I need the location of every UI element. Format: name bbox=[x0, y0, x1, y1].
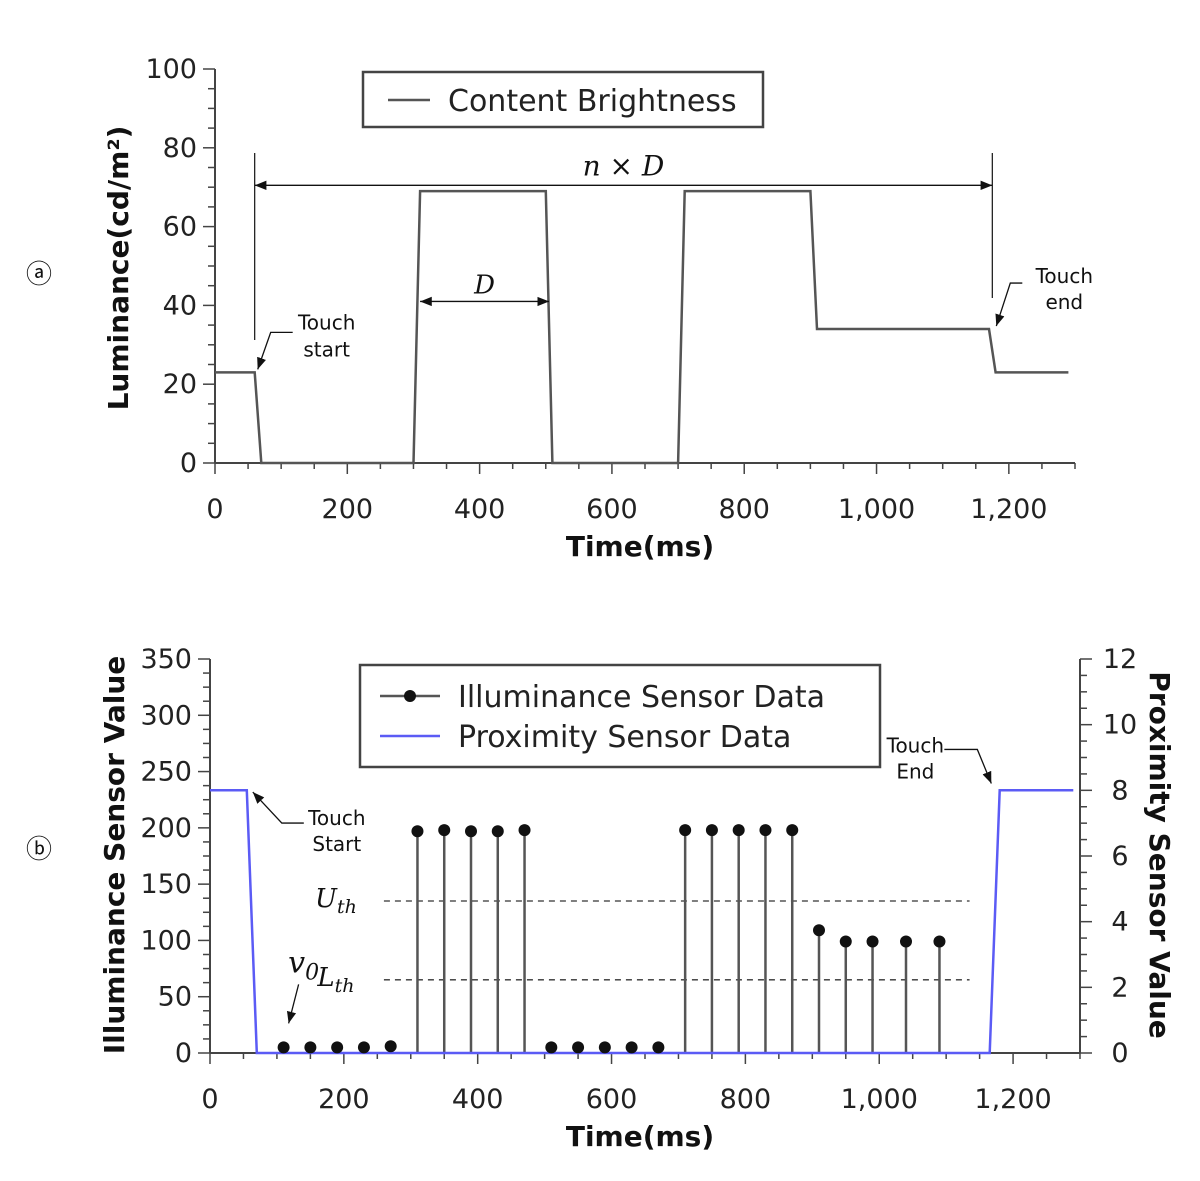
x-tick-label-a: 600 bbox=[586, 494, 638, 525]
legend-marker-illuminance bbox=[404, 690, 416, 702]
x-tick-label-a: 1,000 bbox=[838, 494, 915, 525]
y-tick-label-b: 100 bbox=[140, 925, 192, 956]
v0-label: v0 bbox=[288, 945, 319, 985]
y2-tick-label-b: 0 bbox=[1111, 1038, 1128, 1069]
y-axis-label-b: Illuminance Sensor Value bbox=[98, 656, 131, 1055]
touch-start-label-b-line1: Touch bbox=[307, 806, 365, 830]
y2-tick-label-b: 8 bbox=[1111, 775, 1128, 806]
x-tick-label-b: 200 bbox=[318, 1084, 370, 1115]
touch-end-arrow-a bbox=[995, 282, 1023, 327]
touch-start-label-a-line1: Touch bbox=[297, 310, 355, 334]
series-line-proximity bbox=[210, 789, 1074, 1055]
stem-marker bbox=[277, 1041, 290, 1054]
v0-arrow bbox=[286, 984, 300, 1024]
stem-marker bbox=[411, 825, 424, 838]
stem-marker bbox=[357, 1041, 370, 1054]
stem-marker bbox=[839, 935, 852, 948]
y-axis-label-a: Luminance(cd/m²) bbox=[102, 126, 135, 411]
panel-a: ⓐ 0 20 40 60 80 100 0 200 400 600 800 1,000 1,200 n … bbox=[26, 54, 1093, 563]
touch-end-arrow-b bbox=[944, 748, 992, 784]
legend-entry-illuminance: Illuminance Sensor Data bbox=[458, 680, 825, 715]
stem-marker bbox=[572, 1041, 585, 1054]
touch-start-label-b-line2: Start bbox=[312, 832, 361, 856]
panel-b: ⓑ 0 50 100 150 200 250 300 350 0 2 4 6 8 10 12 0 200 400 6… bbox=[26, 644, 1176, 1153]
span-n-label: n × D bbox=[583, 149, 665, 182]
y2-tick-label-b: 2 bbox=[1111, 972, 1128, 1003]
y-tick-label-b: 300 bbox=[140, 700, 192, 731]
y-tick-label-a: 100 bbox=[145, 54, 197, 85]
y-tick-label-b: 350 bbox=[140, 644, 192, 675]
y-tick-label-a: 0 bbox=[180, 448, 197, 479]
x-tick-label-b: 400 bbox=[452, 1084, 504, 1115]
y-tick-label-a: 80 bbox=[163, 133, 197, 164]
y-tick-label-b: 0 bbox=[175, 1038, 192, 1069]
stem-marker bbox=[652, 1041, 665, 1054]
stem-marker bbox=[933, 935, 946, 948]
y-tick-label-a: 40 bbox=[163, 290, 197, 321]
stem-marker bbox=[465, 825, 477, 838]
stem-marker bbox=[304, 1041, 317, 1054]
stem-marker bbox=[491, 825, 504, 838]
stem-marker bbox=[732, 824, 745, 837]
threshold-label-l: Lth bbox=[316, 963, 354, 997]
y-tick-label-b: 50 bbox=[158, 982, 192, 1013]
touch-end-label-b-line1: Touch bbox=[886, 733, 944, 757]
stem-marker bbox=[625, 1041, 638, 1054]
x-tick-label-b: 1,000 bbox=[841, 1084, 918, 1115]
stem-marker bbox=[545, 1041, 558, 1054]
y2-tick-label-b: 4 bbox=[1111, 907, 1128, 938]
stem-marker bbox=[786, 824, 799, 837]
touch-end-label-a-line1: Touch bbox=[1035, 264, 1093, 288]
y2-tick-label-b: 12 bbox=[1103, 644, 1137, 675]
stem-marker bbox=[705, 824, 718, 837]
y-tick-label-a: 20 bbox=[163, 369, 197, 400]
series-line-content-brightness bbox=[215, 189, 1069, 465]
x-tick-label-b: 0 bbox=[201, 1084, 218, 1115]
stem-marker bbox=[866, 935, 879, 948]
stem-marker bbox=[679, 824, 692, 837]
stem-marker bbox=[518, 824, 531, 837]
stem-marker bbox=[900, 935, 912, 948]
x-tick-label-a: 200 bbox=[322, 494, 374, 525]
x-tick-label-a: 1,200 bbox=[970, 494, 1047, 525]
x-tick-label-a: 0 bbox=[206, 494, 223, 525]
stem-marker bbox=[331, 1041, 344, 1054]
x-tick-label-a: 400 bbox=[454, 494, 506, 525]
x-axis-label-a: Time(ms) bbox=[566, 530, 714, 563]
stem-marker bbox=[438, 824, 451, 837]
touch-end-label-a-line2: end bbox=[1045, 290, 1083, 314]
legend-a: Content Brightness bbox=[361, 70, 765, 129]
x-tick-label-b: 600 bbox=[586, 1084, 638, 1115]
x-axis-label-b: Time(ms) bbox=[566, 1120, 714, 1153]
legend-entry-proximity: Proximity Sensor Data bbox=[458, 720, 791, 755]
y2-tick-label-b: 10 bbox=[1103, 710, 1137, 741]
y-tick-label-b: 200 bbox=[140, 813, 192, 844]
touch-start-label-a-line2: start bbox=[303, 337, 350, 361]
threshold-label-u: Uth bbox=[315, 884, 357, 918]
legend-entry-content-brightness: Content Brightness bbox=[448, 84, 737, 119]
y-tick-label-a: 60 bbox=[163, 212, 197, 243]
y2-axis-label-b: Proximity Sensor Value bbox=[1143, 671, 1176, 1039]
y-tick-label-b: 250 bbox=[140, 757, 192, 788]
touch-end-label-b-line2: End bbox=[896, 759, 934, 783]
stem-marker bbox=[384, 1040, 397, 1053]
stem-marker bbox=[759, 824, 772, 837]
touch-start-arrow-a bbox=[257, 331, 293, 370]
y2-tick-label-b: 6 bbox=[1111, 841, 1128, 872]
panel-label-b: ⓑ bbox=[26, 835, 52, 865]
legend-b: Illuminance Sensor Data Proximity Sensor… bbox=[358, 663, 882, 769]
x-tick-label-a: 800 bbox=[718, 494, 770, 525]
span-d-label: D bbox=[473, 270, 495, 300]
touch-start-arrow-b bbox=[252, 791, 304, 824]
y-tick-label-b: 150 bbox=[140, 869, 192, 900]
panel-label-a: ⓐ bbox=[26, 260, 52, 290]
x-tick-label-b: 800 bbox=[720, 1084, 772, 1115]
x-tick-label-b: 1,200 bbox=[974, 1084, 1051, 1115]
stem-marker bbox=[598, 1041, 611, 1054]
stem-marker bbox=[813, 924, 825, 937]
